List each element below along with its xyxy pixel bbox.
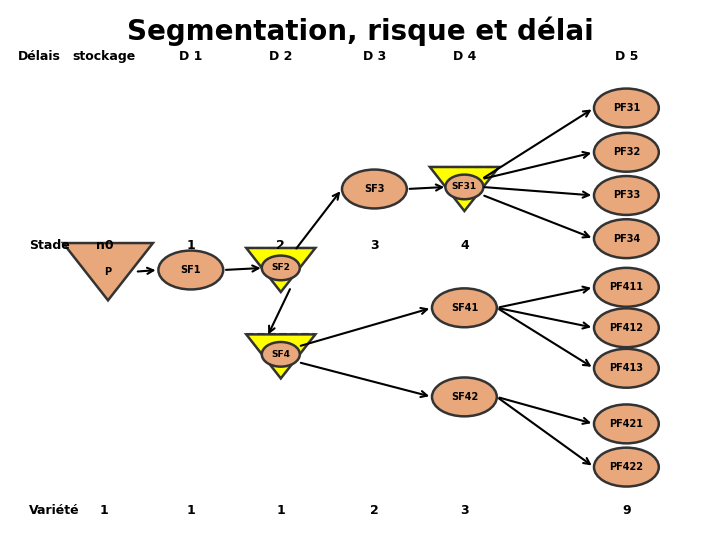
Ellipse shape [594, 133, 659, 172]
Text: SF4: SF4 [271, 350, 290, 359]
Text: 4: 4 [460, 239, 469, 252]
Ellipse shape [594, 268, 659, 307]
Text: Délais: Délais [18, 50, 61, 63]
Text: SF1: SF1 [181, 265, 201, 275]
Text: 1: 1 [100, 504, 109, 517]
Text: PF34: PF34 [613, 234, 640, 244]
Text: D 5: D 5 [615, 50, 638, 63]
Text: 2: 2 [276, 239, 285, 252]
Ellipse shape [594, 176, 659, 215]
Text: PF33: PF33 [613, 191, 640, 200]
Text: 1: 1 [276, 504, 285, 517]
Ellipse shape [446, 174, 483, 199]
Ellipse shape [158, 251, 223, 289]
Text: Variété: Variété [29, 504, 79, 517]
Text: 1: 1 [186, 504, 195, 517]
Text: D 3: D 3 [363, 50, 386, 63]
Ellipse shape [594, 308, 659, 347]
Text: SF2: SF2 [271, 264, 290, 272]
Text: PF422: PF422 [609, 462, 644, 472]
Text: P: P [104, 267, 112, 276]
Ellipse shape [432, 377, 497, 416]
Text: PF412: PF412 [609, 323, 644, 333]
Ellipse shape [594, 448, 659, 487]
Ellipse shape [342, 170, 407, 208]
Ellipse shape [432, 288, 497, 327]
Polygon shape [430, 167, 499, 211]
Text: 3: 3 [370, 239, 379, 252]
Text: Stade: Stade [29, 239, 70, 252]
Text: n0: n0 [96, 239, 113, 252]
Text: D 2: D 2 [269, 50, 292, 63]
Text: D 4: D 4 [453, 50, 476, 63]
Text: SF31: SF31 [452, 183, 477, 191]
Text: PF413: PF413 [609, 363, 644, 373]
Text: PF31: PF31 [613, 103, 640, 113]
Text: 2: 2 [370, 504, 379, 517]
Text: 1: 1 [186, 239, 195, 252]
Ellipse shape [594, 349, 659, 388]
Text: SF41: SF41 [451, 303, 478, 313]
Ellipse shape [262, 255, 300, 280]
Ellipse shape [594, 404, 659, 443]
Polygon shape [246, 334, 315, 379]
Ellipse shape [594, 219, 659, 258]
Text: PF421: PF421 [609, 419, 644, 429]
Polygon shape [63, 243, 153, 300]
Text: D 1: D 1 [179, 50, 202, 63]
Text: PF32: PF32 [613, 147, 640, 157]
Text: 3: 3 [460, 504, 469, 517]
Text: stockage: stockage [73, 50, 136, 63]
Text: PF411: PF411 [609, 282, 644, 292]
Text: SF3: SF3 [364, 184, 384, 194]
Text: SF42: SF42 [451, 392, 478, 402]
Polygon shape [246, 248, 315, 292]
Text: 9: 9 [622, 504, 631, 517]
Text: 5: 5 [622, 239, 631, 252]
Text: Segmentation, risque et délai: Segmentation, risque et délai [127, 16, 593, 46]
Ellipse shape [594, 89, 659, 127]
Ellipse shape [262, 342, 300, 367]
